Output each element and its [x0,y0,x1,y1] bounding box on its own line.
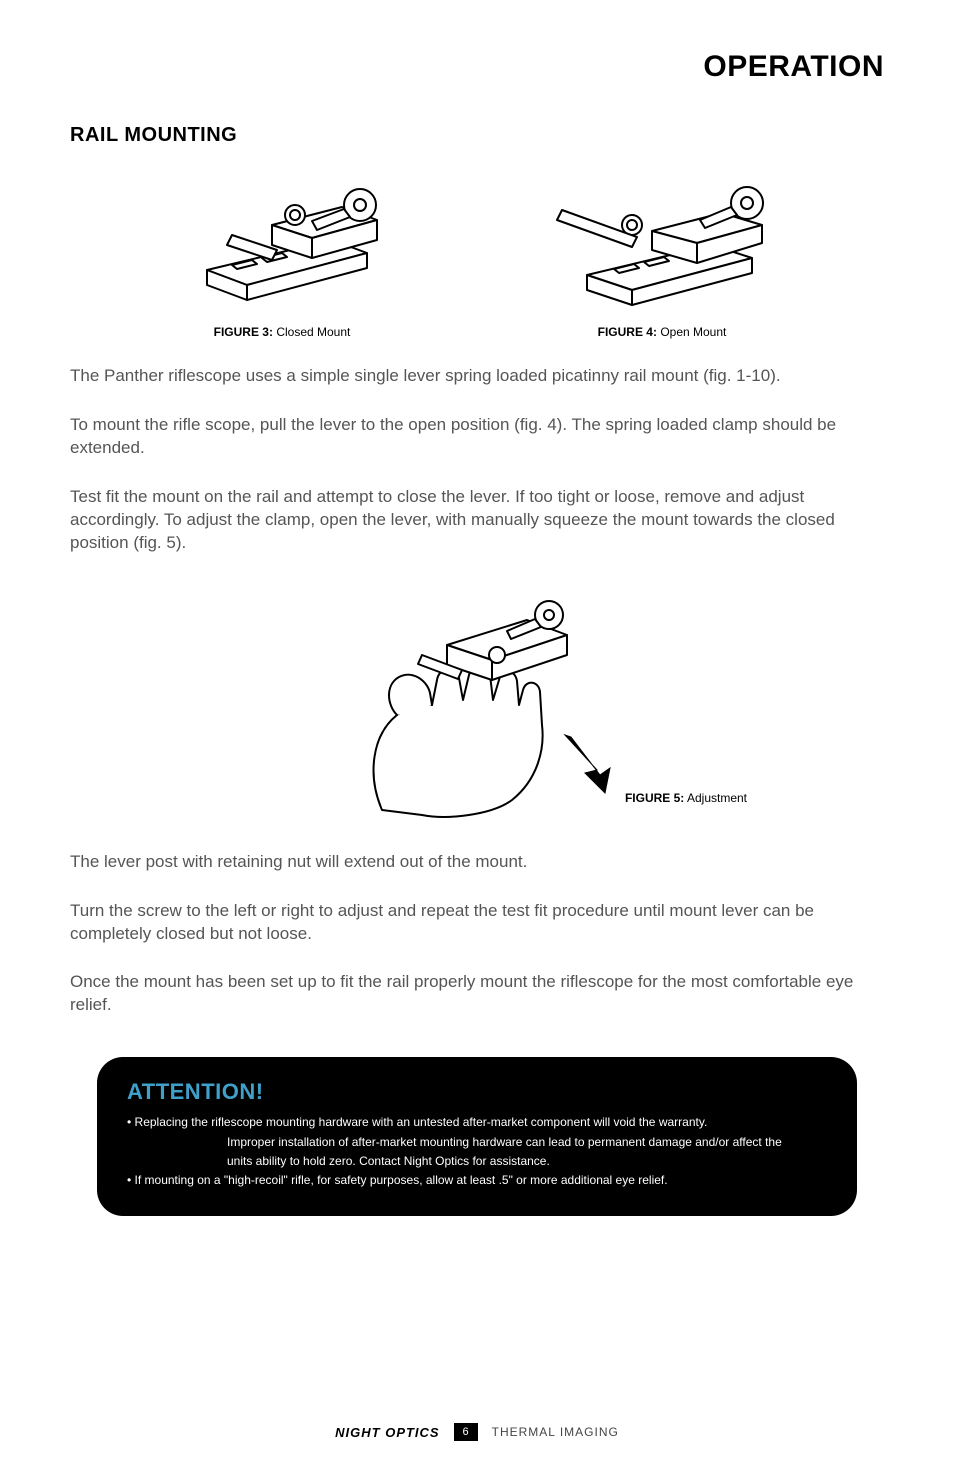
figure-row: FIGURE 3: Closed Mount [70,165,884,339]
paragraph-3: Test fit the mount on the rail and attem… [70,486,884,555]
closed-mount-diagram [172,165,392,315]
paragraph-5: Turn the screw to the left or right to a… [70,900,884,946]
footer-category: THERMAL IMAGING [492,1425,619,1439]
footer-page-number: 6 [454,1423,478,1441]
figure-3-text: Closed Mount [273,325,350,339]
paragraph-6: Once the mount has been set up to fit th… [70,971,884,1017]
attention-bullet-1a: Improper installation of after-market mo… [127,1133,827,1152]
paragraph-4: The lever post with retaining nut will e… [70,851,884,874]
figure-3-caption: FIGURE 3: Closed Mount [214,325,351,339]
figure-4-label: FIGURE 4: [598,325,657,339]
figure-5-caption: FIGURE 5: Adjustment [625,791,747,805]
figure-5-label: FIGURE 5: [625,791,684,805]
figure-4-column: FIGURE 4: Open Mount [542,165,782,339]
figure-5-wrap: FIGURE 5: Adjustment [70,585,884,825]
page-footer: NIGHT OPTICS 6 THERMAL IMAGING [0,1423,954,1441]
attention-box: ATTENTION! • Replacing the riflescope mo… [97,1057,857,1216]
adjustment-diagram [327,585,627,825]
attention-bullet-1b: units ability to hold zero. Contact Nigh… [127,1152,827,1171]
attention-bullet-1: • Replacing the riflescope mounting hard… [127,1113,827,1132]
figure-3-label: FIGURE 3: [214,325,273,339]
paragraph-1: The Panther riflescope uses a simple sin… [70,365,884,388]
attention-bullet-2: • If mounting on a "high-recoil" rifle, … [127,1171,827,1190]
open-mount-diagram [542,165,782,315]
footer-brand: NIGHT OPTICS [335,1425,439,1440]
figure-3-column: FIGURE 3: Closed Mount [172,165,392,339]
paragraph-2: To mount the rifle scope, pull the lever… [70,414,884,460]
figure-4-text: Open Mount [657,325,726,339]
section-title: RAIL MOUNTING [70,124,884,147]
figure-5-text: Adjustment [684,791,747,805]
page-title: OPERATION [70,50,884,84]
attention-title: ATTENTION! [127,1079,827,1105]
figure-4-caption: FIGURE 4: Open Mount [598,325,727,339]
